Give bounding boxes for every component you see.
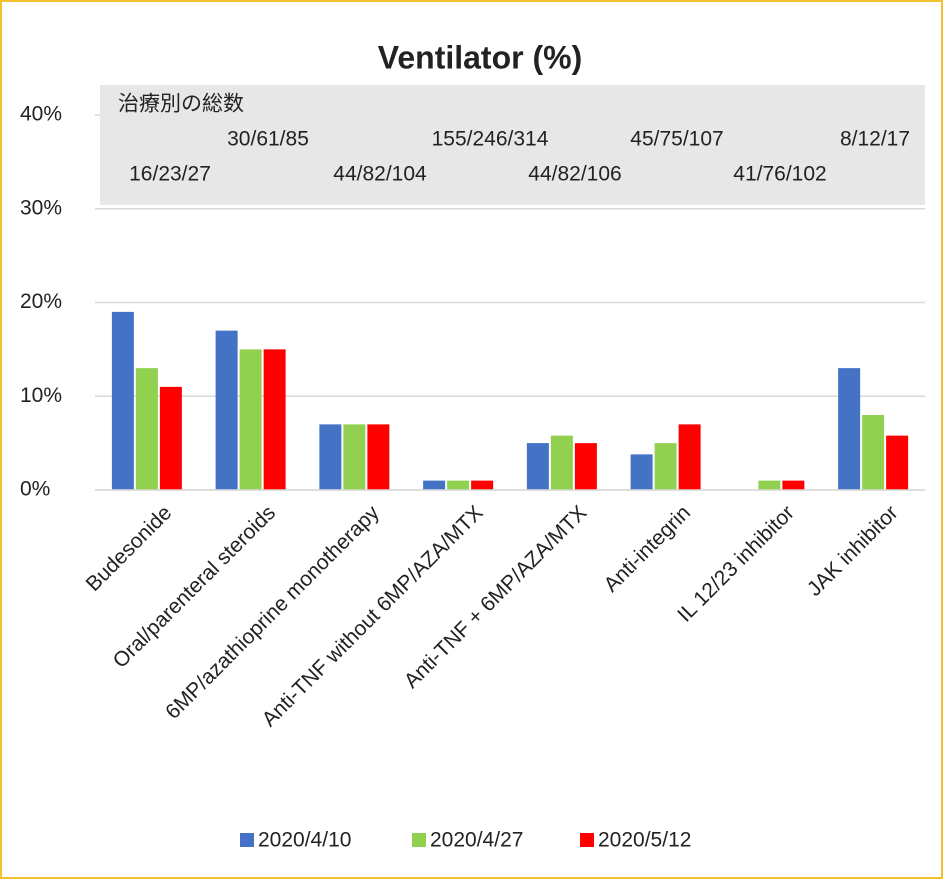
bar [550,435,573,490]
y-tick-label: 30% [20,196,62,219]
annotation: 16/23/27 [129,163,211,186]
bar [159,386,182,490]
bar [630,454,653,490]
annotation: 45/75/107 [630,128,723,151]
bar [263,349,286,490]
legend-swatch [240,833,254,847]
annotation: 44/82/104 [333,163,427,186]
bar [423,480,446,490]
bar [111,311,134,490]
y-tick-label: 40% [20,103,62,126]
bar [862,415,885,490]
bar [471,480,494,490]
bar [135,368,158,490]
bar [758,480,781,490]
bar [654,443,677,490]
bar [447,480,470,490]
bar [239,349,262,490]
bar [526,443,549,490]
legend-swatch [412,833,426,847]
chart-title: Ventilator (%) [378,39,582,75]
bar [319,424,342,490]
annotation-title: 治療別の総数 [118,93,244,116]
bar [678,424,701,490]
bar [343,424,366,490]
bar [215,330,238,490]
bar [838,368,861,490]
bar [782,480,805,490]
annotation: 30/61/85 [227,128,309,151]
legend-label: 2020/4/27 [430,829,523,852]
legend-label: 2020/5/12 [598,829,691,852]
legend-swatch [580,833,594,847]
bar [367,424,390,490]
annotation-box [100,85,925,205]
annotation: 155/246/314 [432,128,549,151]
annotation: 41/76/102 [733,163,826,186]
legend-label: 2020/4/10 [258,829,351,852]
annotation: 44/82/106 [528,163,621,186]
y-tick-label: 10% [20,384,62,407]
y-tick-label: 0% [20,478,50,501]
annotation: 8/12/17 [840,128,910,151]
bar [574,443,597,490]
y-tick-label: 20% [20,290,62,313]
bar [886,435,909,490]
